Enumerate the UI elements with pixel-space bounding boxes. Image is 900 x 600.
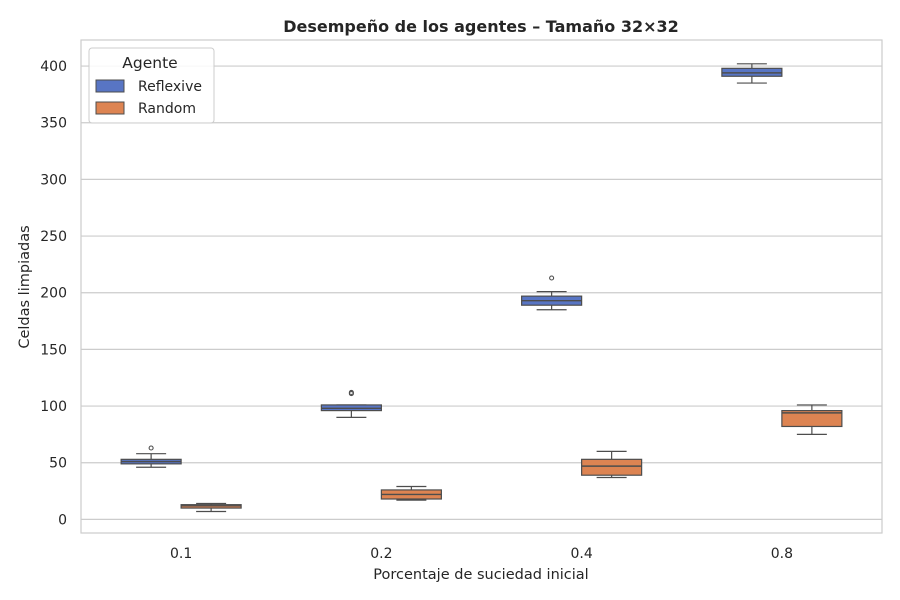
- y-tick-label: 250: [40, 229, 67, 245]
- box-random-0.4: [581, 450, 643, 479]
- y-tick-label: 200: [40, 286, 67, 302]
- y-tick-label: 400: [40, 59, 67, 75]
- y-tick-label: 100: [40, 399, 67, 415]
- box-reflexive-0.1: [120, 445, 182, 468]
- y-tick-label: 300: [40, 172, 67, 188]
- box-random-0.8: [781, 404, 843, 435]
- x-tick-label: 0.8: [771, 546, 793, 562]
- y-tick-label: 150: [40, 342, 67, 358]
- plot-area: [120, 63, 843, 513]
- x-axis-label: Porcentaje de suciedad inicial: [373, 567, 588, 583]
- x-tick-label: 0.1: [170, 546, 192, 562]
- x-tick-label: 0.2: [370, 546, 392, 562]
- y-tick-label: 0: [58, 512, 67, 528]
- axis-ticks: 0 50 100 150 200 250 300 350 400 0.1 0.2 0.4 0.8: [40, 59, 793, 562]
- plot-frame: [80, 39, 883, 534]
- y-axis-label: Celdas limpiadas: [17, 225, 33, 348]
- box-reflexive-0.4: [521, 275, 583, 311]
- box-body: [781, 410, 843, 428]
- outlier-point: [148, 445, 154, 451]
- legend-swatch-random: [95, 101, 125, 115]
- legend-label-reflexive: Reflexive: [138, 79, 202, 95]
- x-tick-label: 0.4: [570, 546, 592, 562]
- legend-title: Agente: [122, 54, 177, 72]
- box-reflexive-0.2: [320, 389, 382, 418]
- y-tick-label: 50: [49, 456, 67, 472]
- legend: Agente Reflexive Random: [88, 47, 215, 124]
- y-tick-label: 350: [40, 116, 67, 132]
- box-reflexive-0.8: [721, 63, 783, 84]
- legend-swatch-reflexive: [95, 79, 125, 93]
- outlier-point: [549, 275, 555, 281]
- chart-title: Desempeño de los agentes – Tamaño 32×32: [283, 17, 679, 36]
- grid-lines: [81, 65, 882, 521]
- outlier-point: [348, 389, 354, 396]
- legend-label-random: Random: [138, 101, 196, 117]
- box-body: [581, 458, 643, 476]
- box-random-0.1: [180, 502, 242, 513]
- box-random-0.2: [380, 485, 442, 501]
